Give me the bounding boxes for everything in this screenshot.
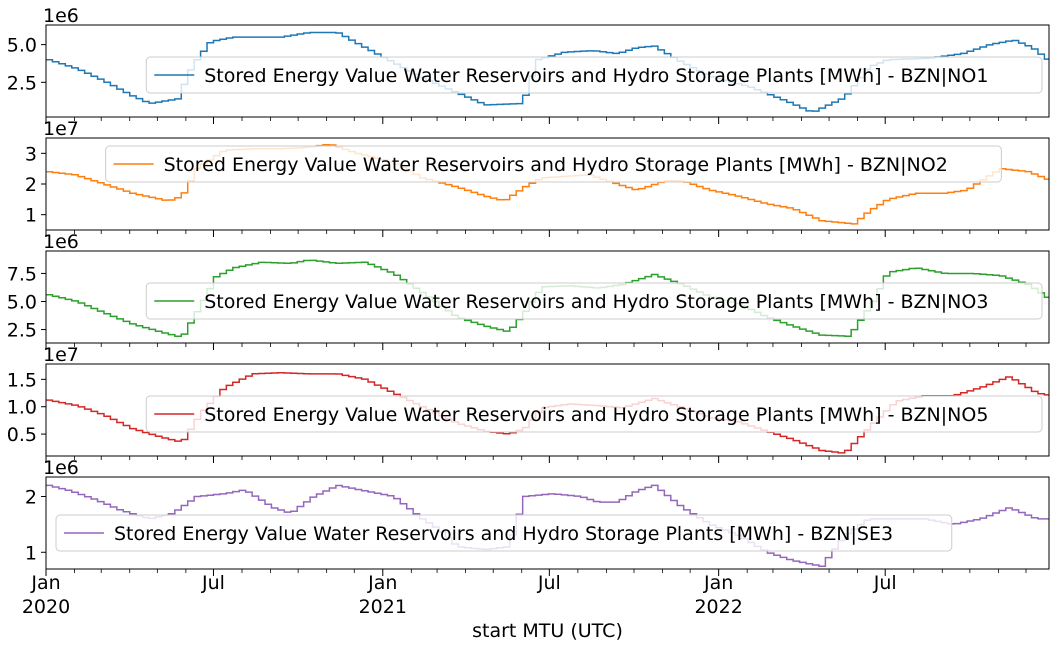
subplot-1: 2.5 5.0 1e6 Stored Energy Value Water Reser… [7,5,1050,124]
y-tick-label: 2 [25,174,37,196]
y-tick-label: 1.5 [7,369,37,391]
y-scale-label: 1e7 [43,118,79,140]
y-tick-label: 1 [25,542,37,564]
axes-frame [45,476,1050,570]
legend-label: Stored Energy Value Water Reservoirs and… [204,291,988,313]
x-tick-year-label: 2021 [359,596,407,618]
y-tick-label: 5.0 [7,291,37,313]
legend-label: Stored Energy Value Water Reservoirs and… [204,65,988,87]
x-tick-year-label: 2022 [694,596,742,618]
x-tick-label: Jul [537,572,561,594]
legend-box [145,56,1043,94]
legend-label: Stored Energy Value Water Reservoirs and… [164,154,948,176]
subplot-4: 0.5 1.0 1.5 1e7 Stored Energy Value Water Re… [7,344,1050,463]
y-tick-label: 7.5 [7,263,37,285]
x-tick-label: Jul [201,572,225,594]
y-scale-label: 1e6 [43,5,79,27]
legend: Stored Energy Value Water Reservoirs and… [55,514,953,552]
x-tick-label: Jan [367,572,397,594]
subplot-5: 1 2 1e6 Stored Energy Value Water Reservoir… [22,457,1050,618]
y-tick-label: 1 [25,205,37,227]
legend: Stored Energy Value Water Reservoirs and… [145,56,1043,94]
legend-box [105,145,1002,183]
y-tick-label: 2.5 [7,320,37,342]
y-tick-label: 3 [25,143,37,165]
legend: Stored Energy Value Water Reservoirs and… [105,145,1002,183]
legend-label: Stored Energy Value Water Reservoirs and… [114,523,893,545]
y-tick-label: 2.5 [7,72,37,94]
subplot-3: 2.5 5.0 7.5 1e6 Stored Energy Value Water Re… [7,231,1050,350]
legend-box [145,395,1043,433]
y-scale-label: 1e6 [43,231,79,253]
y-tick-label: 2 [25,487,37,509]
x-tick-label: Jul [873,572,897,594]
legend-box [145,282,1043,320]
x-tick-year-label: 2020 [22,596,70,618]
subplot-2: 1 2 3 1e7 Stored Energy Value Water Reservoi… [25,118,1050,237]
x-tick-label: Jan [30,572,60,594]
legend: Stored Energy Value Water Reservoirs and… [145,395,1043,433]
y-tick-label: 5.0 [7,35,37,57]
legend-box [55,514,953,552]
y-scale-label: 1e7 [43,344,79,366]
legend: Stored Energy Value Water Reservoirs and… [145,282,1043,320]
legend-label: Stored Energy Value Water Reservoirs and… [204,404,988,426]
x-axis-label: start MTU (UTC) [472,620,623,642]
y-tick-label: 1.0 [7,397,37,419]
x-tick-label: Jan [703,572,733,594]
y-tick-label: 0.5 [7,424,37,446]
y-scale-label: 1e6 [43,457,79,479]
axes-frame [45,250,1050,344]
axes-frame [45,363,1050,457]
axes-frame [45,24,1050,118]
